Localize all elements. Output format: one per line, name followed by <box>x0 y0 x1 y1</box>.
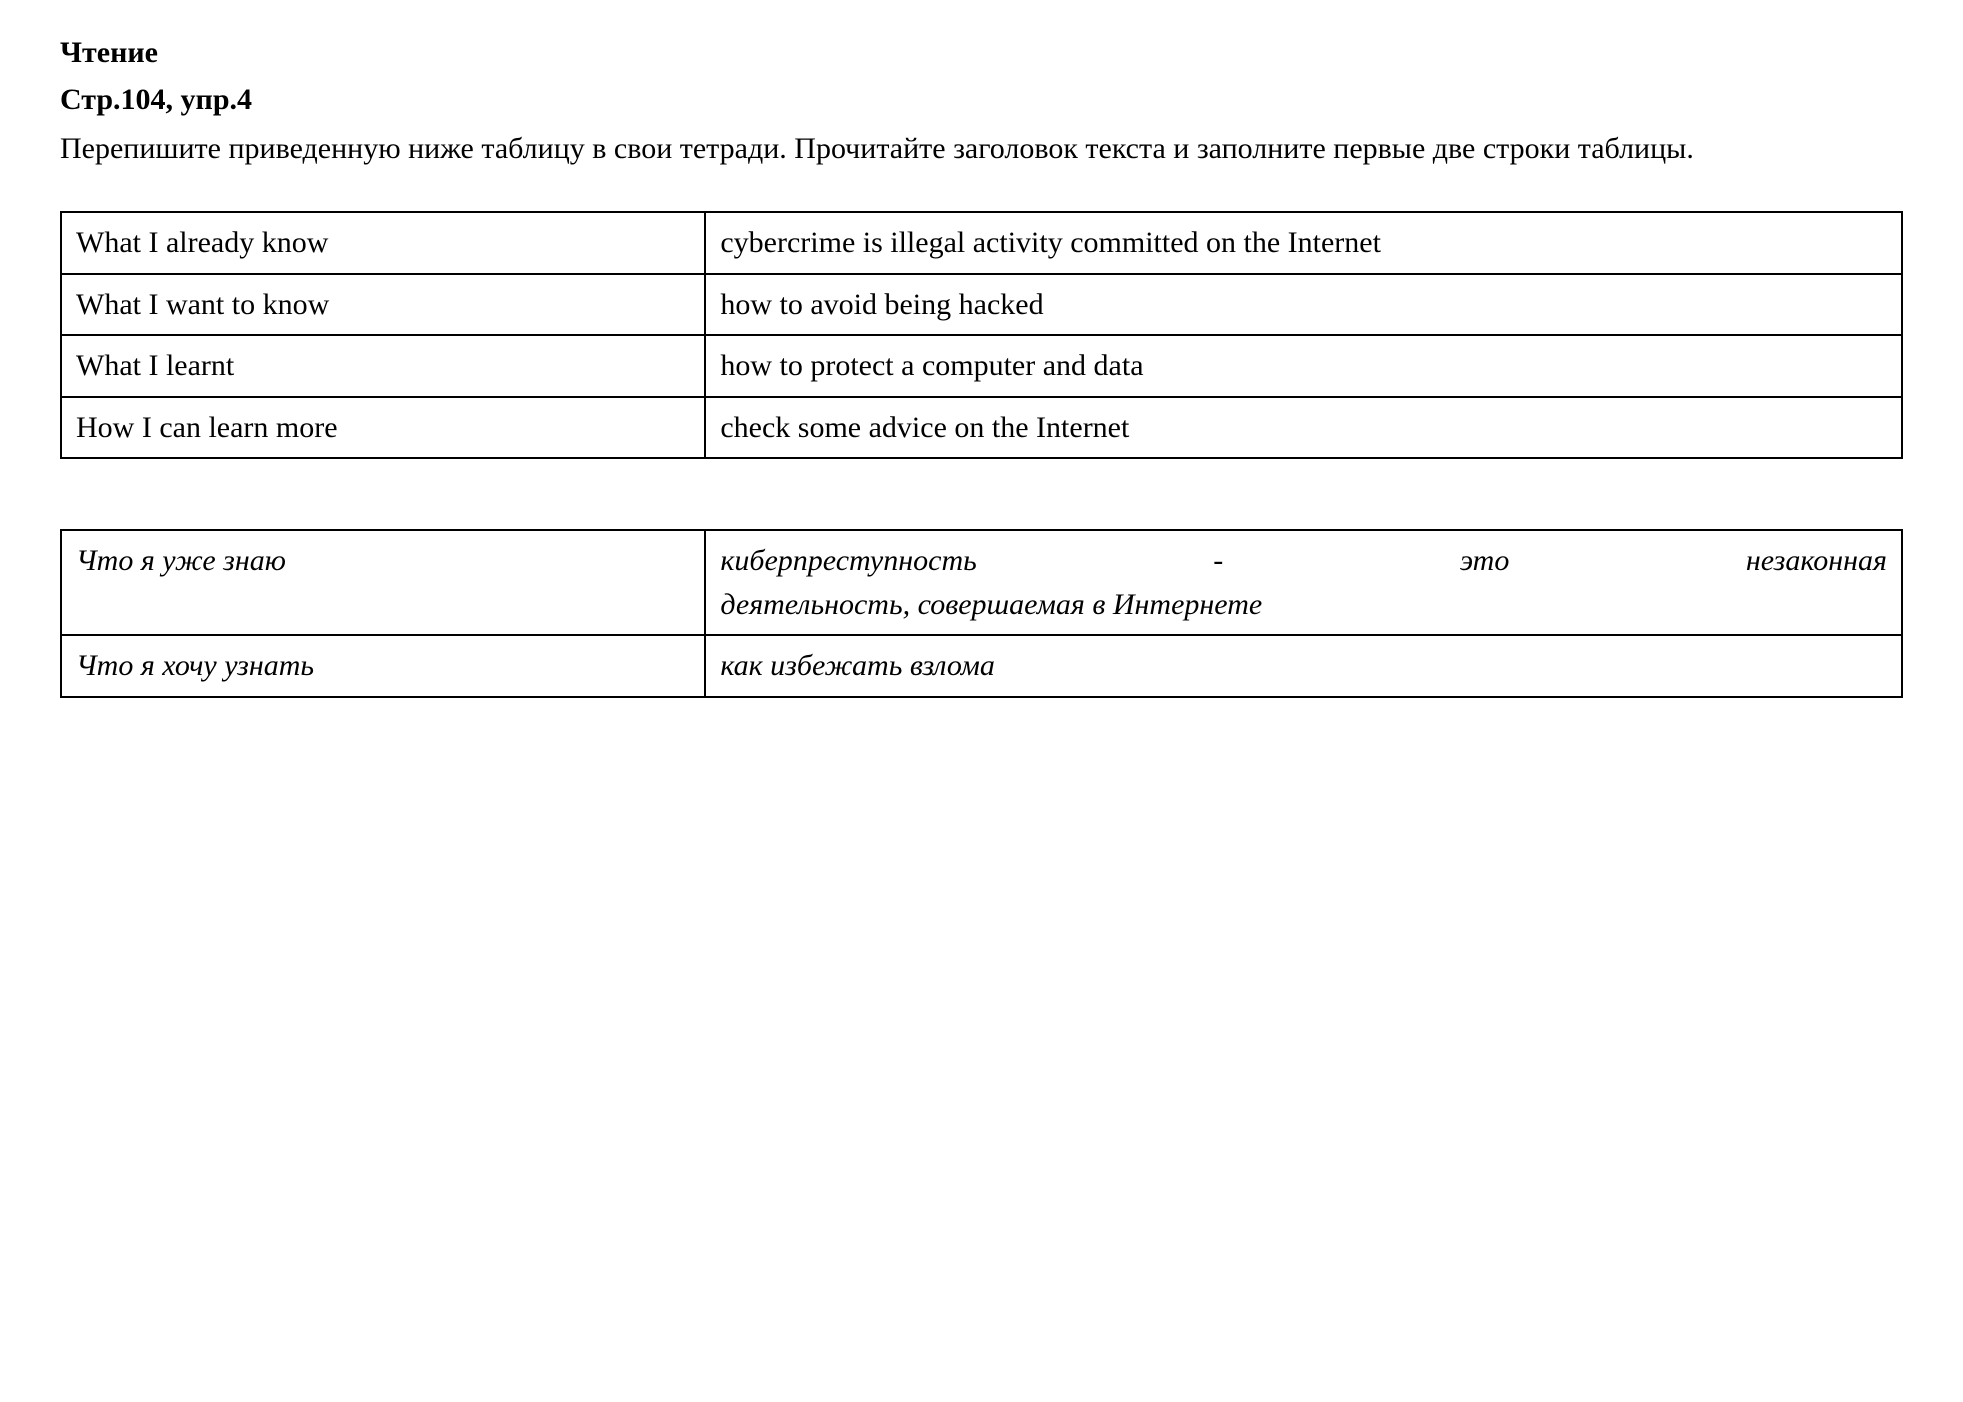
table-row: What I already know cybercrime is illega… <box>61 212 1902 274</box>
table-cell-label: How I can learn more <box>61 397 705 459</box>
page-reference: Стр.104, упр.4 <box>60 77 1903 122</box>
table-cell-value: how to protect a computer and data <box>705 335 1902 397</box>
text-line: деятельность, совершаемая в Интернете <box>720 583 1887 627</box>
table-row: Что я уже знаю киберпреступность - это н… <box>61 530 1902 635</box>
section-heading: Чтение <box>60 30 1903 75</box>
table-cell-label: Что я хочу узнать <box>61 635 705 697</box>
table-cell-label: What I learnt <box>61 335 705 397</box>
table-cell-value: как избежать взлома <box>705 635 1902 697</box>
table-row: What I want to know how to avoid being h… <box>61 274 1902 336</box>
instruction-text: Перепишите приведенную ниже таблицу в св… <box>60 126 1903 171</box>
table-cell-value: киберпреступность - это незаконная деяте… <box>705 530 1902 635</box>
table-row: Что я хочу узнать как избежать взлома <box>61 635 1902 697</box>
text-line: киберпреступность - это незаконная <box>720 539 1887 583</box>
table-row: How I can learn more check some advice o… <box>61 397 1902 459</box>
table-cell-label: What I want to know <box>61 274 705 336</box>
table-cell-label: What I already know <box>61 212 705 274</box>
answer-table-russian: Что я уже знаю киберпреступность - это н… <box>60 529 1903 698</box>
table-row: What I learnt how to protect a computer … <box>61 335 1902 397</box>
table-cell-value: cybercrime is illegal activity committed… <box>705 212 1902 274</box>
table-cell-value: how to avoid being hacked <box>705 274 1902 336</box>
answer-table-english: What I already know cybercrime is illega… <box>60 211 1903 459</box>
table-cell-label: Что я уже знаю <box>61 530 705 635</box>
table-cell-value: check some advice on the Internet <box>705 397 1902 459</box>
